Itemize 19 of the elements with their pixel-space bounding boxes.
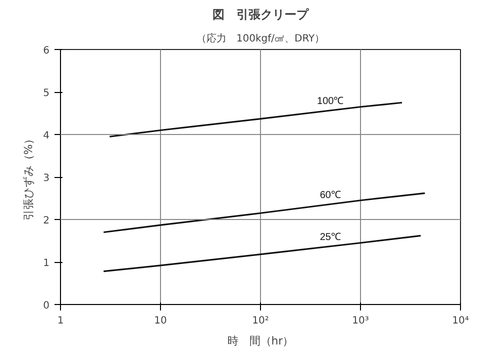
x-tick-label: 10 — [154, 316, 167, 326]
x-tick-label: 10² — [252, 316, 269, 326]
y-tick-label: 6 — [43, 46, 50, 56]
y-axis-title: 引張ひずみ（%） — [22, 133, 36, 221]
x-tick-label: 1 — [57, 316, 64, 326]
y-tick-label: 3 — [43, 173, 50, 184]
chart-title: 図 引張クリープ — [212, 8, 310, 22]
x-axis-title: 時 間（hr） — [227, 334, 294, 348]
y-tick-label: 0 — [43, 300, 50, 312]
series-label: 60℃ — [320, 190, 341, 201]
y-tick-label: 4 — [43, 130, 50, 142]
y-tick-label: 5 — [43, 88, 50, 99]
series-label: 25℃ — [320, 232, 341, 243]
y-tick-label: 1 — [43, 258, 50, 269]
series-label: 100℃ — [317, 96, 344, 108]
x-tick-label: 10³ — [352, 316, 369, 326]
x-tick-label: 10⁴ — [452, 316, 469, 326]
chart-subtitle: （応力 100kgf/㎠、DRY） — [196, 32, 325, 44]
y-tick-label: 2 — [43, 216, 50, 226]
